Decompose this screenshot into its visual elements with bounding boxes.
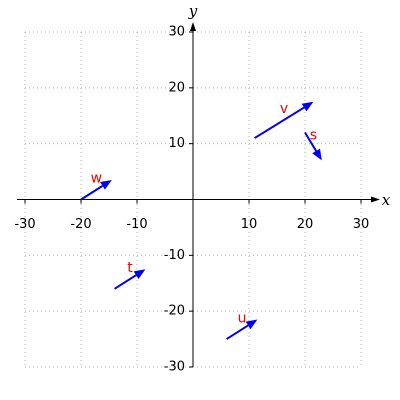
y-tick-label: -20 bbox=[164, 304, 185, 319]
vector-shaft bbox=[114, 274, 137, 290]
vector-label: t bbox=[127, 260, 133, 276]
x-tick-label: 10 bbox=[241, 217, 258, 232]
vector-shaft bbox=[304, 131, 317, 152]
vector-head bbox=[100, 179, 112, 190]
vector-head bbox=[133, 269, 146, 279]
vector-shaft bbox=[226, 324, 249, 340]
x-tick-label: -10 bbox=[126, 217, 147, 232]
y-tick-label: 30 bbox=[168, 25, 185, 40]
x-axis-arrow bbox=[371, 196, 380, 203]
vector-label: v bbox=[280, 101, 288, 117]
y-tick-label: 10 bbox=[168, 136, 185, 151]
vector-head bbox=[312, 148, 322, 161]
x-tick-label: 20 bbox=[297, 217, 314, 232]
x-tick-label: 30 bbox=[353, 217, 370, 232]
x-axis-label: x bbox=[382, 191, 391, 209]
y-axis-label: y bbox=[188, 2, 198, 20]
vector-head bbox=[245, 319, 258, 330]
x-tick-label: -30 bbox=[14, 217, 35, 232]
x-tick-label: -20 bbox=[70, 217, 91, 232]
vector-label: u bbox=[238, 310, 247, 326]
vector-head bbox=[301, 101, 314, 112]
vector-label: s bbox=[310, 127, 317, 143]
vector-shaft bbox=[80, 185, 104, 201]
y-tick-label: 20 bbox=[168, 80, 185, 95]
y-axis-arrow bbox=[190, 22, 196, 31]
y-tick-label: -30 bbox=[164, 360, 185, 375]
vector-shaft bbox=[254, 106, 305, 139]
vector-label: w bbox=[91, 171, 102, 187]
y-tick-label: -10 bbox=[164, 248, 185, 263]
